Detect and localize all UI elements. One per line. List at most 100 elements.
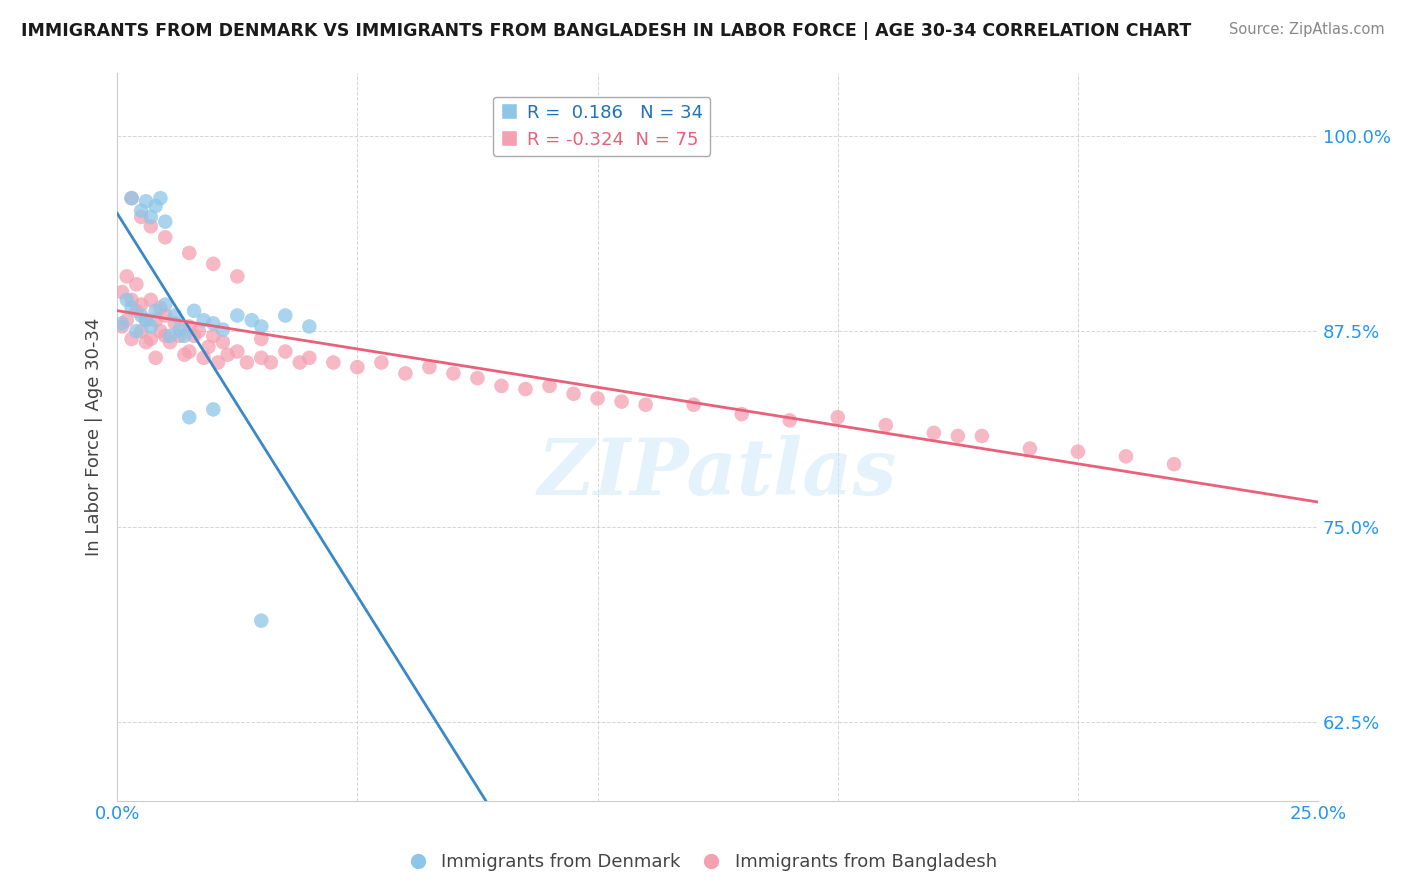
Point [129,324,152,338]
Point [121,191,143,205]
Point [250,319,273,334]
Point [163,309,186,323]
Text: ZIPatlas: ZIPatlas [538,435,897,511]
Point [217,348,239,362]
Point [159,329,181,343]
Text: Source: ZipAtlas.com: Source: ZipAtlas.com [1229,22,1385,37]
Point [250,614,273,628]
Point [155,230,177,244]
Point [135,313,157,327]
Point [634,398,657,412]
Point [135,313,157,327]
Point [125,277,148,292]
Legend: Immigrants from Denmark, Immigrants from Bangladesh: Immigrants from Denmark, Immigrants from… [402,847,1004,879]
Point [193,351,215,365]
Point [370,355,392,369]
Point [515,382,537,396]
Point [111,319,134,334]
Point [139,210,162,224]
Point [125,303,148,318]
Point [139,219,162,234]
Point [610,394,633,409]
Point [121,301,143,315]
Point [212,335,235,350]
Point [155,297,177,311]
Point [779,413,801,427]
Point [202,329,225,343]
Point [121,332,143,346]
Point [121,191,143,205]
Point [183,329,205,343]
Point [139,332,162,346]
Point [250,332,273,346]
Point [226,344,249,359]
Point [145,199,167,213]
Point [197,340,219,354]
Point [298,351,321,365]
Point [163,317,186,331]
Point [827,410,849,425]
Point [970,429,993,443]
Point [187,324,209,338]
Point [260,355,283,369]
Point [394,840,416,855]
Point [115,313,138,327]
Point [183,303,205,318]
Point [129,203,152,218]
Point [538,379,561,393]
Point [322,355,344,369]
Point [288,355,311,369]
Point [1163,457,1185,471]
Point [155,309,177,323]
Point [135,335,157,350]
Point [193,313,215,327]
Point [467,371,489,385]
Point [129,210,152,224]
Point [1115,450,1137,464]
Point [125,324,148,338]
Point [418,360,440,375]
Point [922,425,945,440]
Point [202,402,225,417]
Point [298,319,321,334]
Point [129,309,152,323]
Point [135,194,157,209]
Point [346,360,368,375]
Point [586,392,609,406]
Point [202,317,225,331]
Point [173,348,195,362]
Point [207,355,229,369]
Point [394,367,416,381]
Point [202,257,225,271]
Point [179,344,201,359]
Point [155,214,177,228]
Point [169,329,191,343]
Point [491,379,513,393]
Y-axis label: In Labor Force | Age 30-34: In Labor Force | Age 30-34 [86,318,103,556]
Point [226,269,249,284]
Point [155,329,177,343]
Point [179,410,201,425]
Point [169,323,191,337]
Point [250,351,273,365]
Point [173,329,195,343]
Point [1019,442,1042,456]
Point [145,313,167,327]
Point [875,418,897,433]
Point [212,323,235,337]
Point [115,269,138,284]
Point [145,351,167,365]
Point [145,303,167,318]
Point [562,386,585,401]
Point [115,293,138,307]
Point [274,344,297,359]
Point [274,309,297,323]
Point [111,285,134,299]
Point [149,301,172,315]
Point [443,840,465,855]
Point [159,335,181,350]
Point [149,191,172,205]
Point [129,297,152,311]
Point [226,309,249,323]
Point [443,367,465,381]
